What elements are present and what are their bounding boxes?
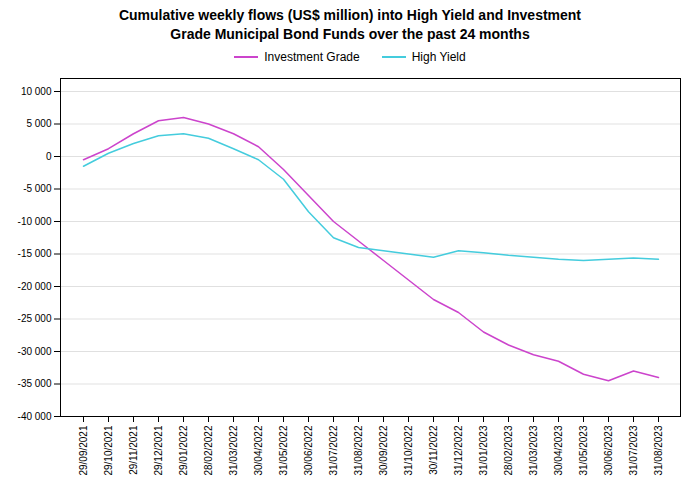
svg-text:10 000: 10 000 <box>21 85 52 96</box>
svg-text:31/05/2023: 31/05/2023 <box>578 425 589 475</box>
svg-text:31/12/2022: 31/12/2022 <box>453 425 464 475</box>
svg-text:31/08/2023: 31/08/2023 <box>653 425 664 475</box>
svg-text:28/02/2023: 28/02/2023 <box>503 425 514 475</box>
svg-text:28/02/2022: 28/02/2022 <box>203 425 214 475</box>
svg-text:30/11/2022: 30/11/2022 <box>428 425 439 475</box>
html-text:Cumulative weekly flows (US$ m: Cumulative weekly flows (US$ million) in… <box>119 7 581 42</box>
svg-text:29/01/2022: 29/01/2022 <box>178 425 189 475</box>
html-text:High Yield: High Yield <box>411 49 466 64</box>
svg-text:30/04/2022: 30/04/2022 <box>253 425 264 475</box>
svg-text:31/08/2022: 31/08/2022 <box>353 425 364 475</box>
svg-text:-25 000: -25 000 <box>18 313 52 324</box>
svg-text:-30 000: -30 000 <box>18 345 52 356</box>
svg-text:29/12/2021: 29/12/2021 <box>153 425 164 475</box>
svg-text:-20 000: -20 000 <box>18 280 52 291</box>
svg-text:31/05/2022: 31/05/2022 <box>278 425 289 475</box>
svg-text:31/07/2022: 31/07/2022 <box>328 425 339 475</box>
svg-text:31/03/2023: 31/03/2023 <box>528 425 539 475</box>
svg-text:0: 0 <box>46 150 52 161</box>
svg-text:31/07/2023: 31/07/2023 <box>628 425 639 475</box>
svg-text:-5 000: -5 000 <box>23 183 52 194</box>
svg-text:30/04/2023: 30/04/2023 <box>553 425 564 475</box>
svg-text:29/11/2021: 29/11/2021 <box>128 425 139 475</box>
svg-text:31/10/2022: 31/10/2022 <box>403 425 414 475</box>
svg-text:-35 000: -35 000 <box>18 378 52 389</box>
svg-text:-40 000: -40 000 <box>18 410 52 421</box>
html-text:Investment Grade: Investment Grade <box>264 49 360 64</box>
svg-text:5 000: 5 000 <box>26 118 51 129</box>
svg-text:29/09/2021: 29/09/2021 <box>78 425 89 475</box>
svg-text:31/01/2023: 31/01/2023 <box>478 425 489 475</box>
svg-text:-10 000: -10 000 <box>18 215 52 226</box>
svg-text:30/06/2023: 30/06/2023 <box>603 425 614 475</box>
svg-text:29/10/2021: 29/10/2021 <box>103 425 114 475</box>
svg-text:30/09/2022: 30/09/2022 <box>378 425 389 475</box>
svg-text:-15 000: -15 000 <box>18 248 52 259</box>
svg-text:31/03/2022: 31/03/2022 <box>228 425 239 475</box>
svg-text:30/06/2022: 30/06/2022 <box>303 425 314 475</box>
